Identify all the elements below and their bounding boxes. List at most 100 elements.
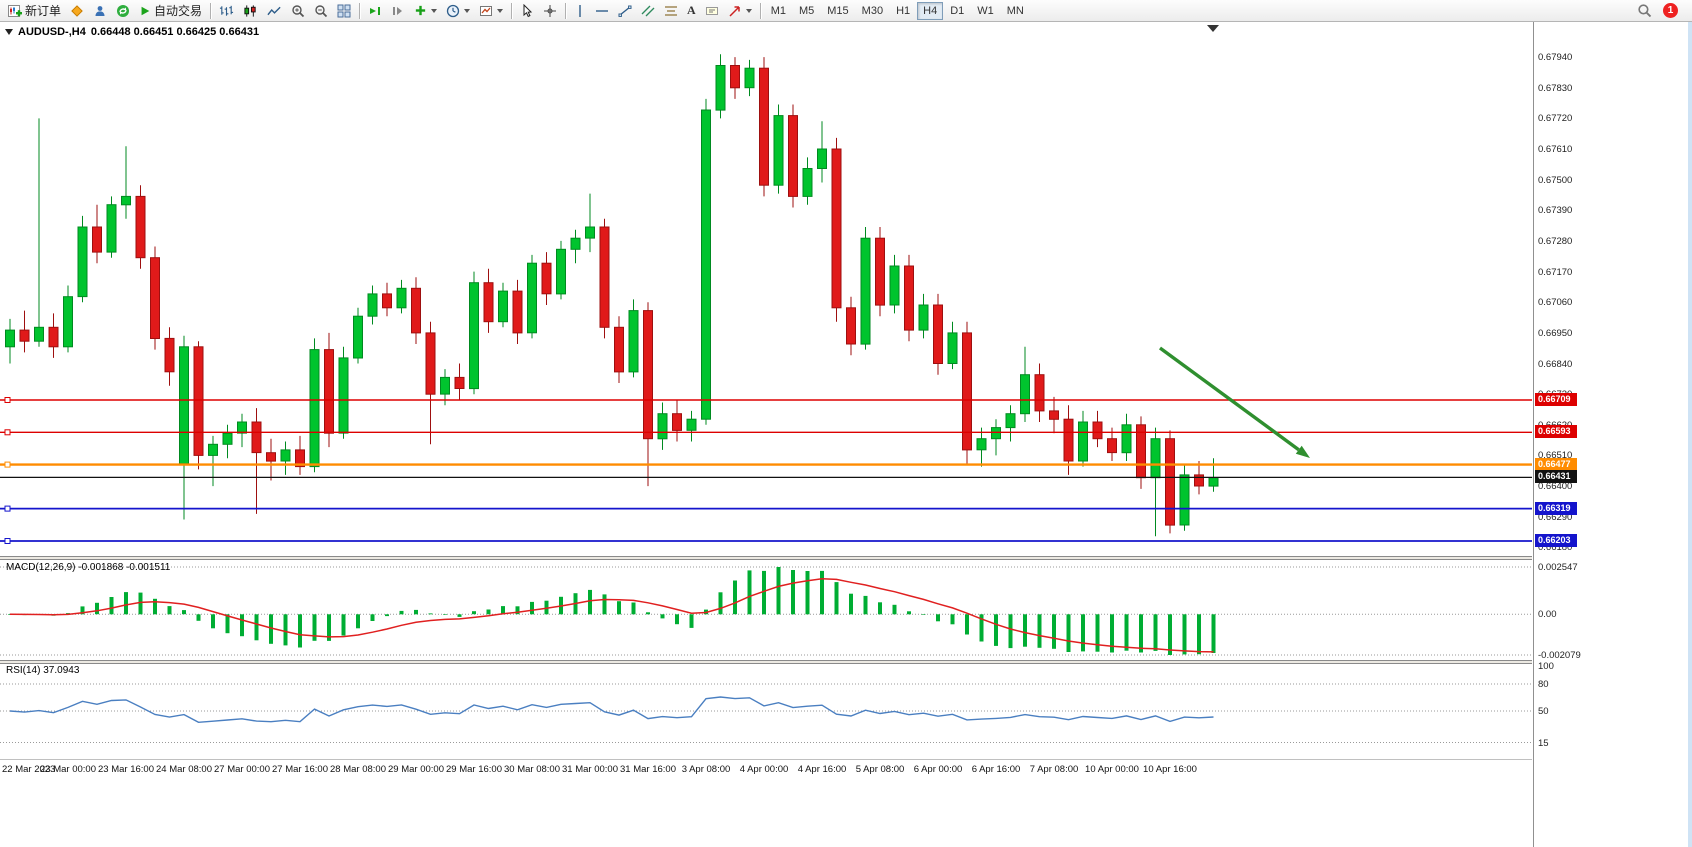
candlestick-chart-button[interactable]	[239, 1, 262, 21]
auto-scroll-icon	[368, 4, 382, 18]
chart-shift-icon	[391, 4, 405, 18]
channel-tool-button[interactable]	[637, 1, 659, 21]
price-chart-svg[interactable]	[0, 22, 1532, 762]
time-axis-label: 31 Mar 00:00	[562, 764, 618, 775]
line-chart-icon	[267, 4, 282, 18]
price-axis-label: 0.67830	[1538, 82, 1573, 94]
new-order-button[interactable]: 新订单	[4, 1, 65, 21]
line-chart-button[interactable]	[263, 1, 286, 21]
add-indicator-icon	[414, 4, 427, 17]
horizontal-line-icon	[595, 4, 609, 18]
horizontal-line-tool-button[interactable]	[591, 1, 613, 21]
notification-badge[interactable]: 1	[1663, 3, 1678, 18]
price-axis-label: 0.67390	[1538, 205, 1573, 217]
auto-trading-label: 自动交易	[154, 4, 203, 18]
arrows-tool-button[interactable]	[724, 1, 756, 21]
trendline-icon	[618, 4, 632, 18]
time-axis-label: 4 Apr 16:00	[797, 764, 847, 775]
bar-chart-button[interactable]	[215, 1, 238, 21]
chevron-down-icon	[745, 8, 752, 13]
timeframe-toolbar: M1 M5 M15 M30 H1 H4 D1 W1 MN	[765, 1, 1030, 20]
equidistant-channel-icon	[641, 4, 655, 18]
clock-icon	[446, 4, 460, 18]
toolbar-separator	[359, 2, 361, 19]
templates-button[interactable]	[475, 1, 507, 21]
zoom-out-icon	[314, 4, 328, 18]
auto-trading-button[interactable]: 自动交易	[135, 1, 206, 21]
timeframe-W1[interactable]: W1	[971, 2, 1000, 20]
price-axis-label: 0.67280	[1538, 235, 1573, 247]
time-axis-label: 24 Mar 08:00	[156, 764, 212, 775]
chevron-down-icon	[431, 8, 438, 13]
arrow-shape-icon	[728, 4, 742, 18]
tile-windows-icon	[337, 4, 351, 18]
macd-axis-label: 0.002547	[1538, 562, 1578, 573]
timeframe-M5[interactable]: M5	[793, 2, 820, 20]
time-axis-label: 28 Mar 08:00	[330, 764, 386, 775]
cursor-button[interactable]	[516, 1, 538, 21]
vertical-line-tool-button[interactable]	[570, 1, 590, 21]
window-scrollbar[interactable]	[1688, 22, 1692, 847]
time-axis-label: 31 Mar 16:00	[620, 764, 676, 775]
time-axis-label: 3 Apr 08:00	[681, 764, 731, 775]
price-axis-label: 0.66510	[1538, 450, 1573, 462]
chart-menu-icon[interactable]	[5, 29, 13, 35]
timeframe-D1[interactable]: D1	[944, 2, 970, 20]
auto-scroll-button[interactable]	[364, 1, 386, 21]
timeframe-M30[interactable]: M30	[856, 2, 889, 20]
chart-ohlc-values: 0.66448 0.66451 0.66425 0.66431	[90, 26, 260, 38]
time-axis-label: 23 Mar 16:00	[98, 764, 154, 775]
time-axis-label: 4 Apr 00:00	[739, 764, 789, 775]
price-axis: 0.67940 0.67830 0.67720 0.67610 0.67500 0.673…	[1533, 22, 1688, 847]
cursor-icon	[520, 3, 534, 18]
chart-symbol-label: AUDUSD-,H4	[18, 26, 86, 38]
macd-indicator-label: MACD(12,26,9) -0.001868 -0.001511	[6, 562, 171, 573]
chevron-down-icon	[464, 8, 471, 13]
price-axis-label: 0.67500	[1538, 174, 1573, 186]
periods-button[interactable]	[442, 1, 474, 21]
new-order-label: 新订单	[25, 4, 62, 18]
indicators-button[interactable]	[410, 1, 441, 21]
hline-price-tag: 0.66477	[1535, 457, 1577, 471]
time-axis-label: 27 Mar 00:00	[214, 764, 270, 775]
time-axis-label: 29 Mar 00:00	[388, 764, 444, 775]
candlestick-icon	[243, 4, 258, 18]
search-icon	[1637, 3, 1652, 18]
tile-windows-button[interactable]	[333, 1, 355, 21]
timeframe-H4[interactable]: H4	[917, 1, 944, 20]
time-axis: 22 Mar 2023 23 Mar 00:00 23 Mar 16:00 24 Ma…	[0, 760, 1532, 780]
zoom-out-button[interactable]	[310, 1, 332, 21]
rsi-axis-label: 100	[1538, 661, 1554, 672]
text-label-tool-button[interactable]	[701, 1, 723, 21]
toolbar-separator	[210, 2, 212, 19]
profile-button[interactable]	[89, 1, 111, 21]
text-icon: A	[687, 3, 696, 17]
text-label-icon	[705, 4, 719, 18]
auto-trading-icon	[139, 5, 151, 17]
chart-shift-button[interactable]	[387, 1, 409, 21]
timeframe-MN[interactable]: MN	[1001, 2, 1030, 20]
fibonacci-tool-button[interactable]	[660, 1, 682, 21]
time-axis-label: 5 Apr 08:00	[855, 764, 905, 775]
zoom-in-button[interactable]	[287, 1, 309, 21]
rsi-axis-label: 15	[1538, 737, 1549, 749]
search-button[interactable]	[1633, 1, 1656, 21]
price-axis-label: 0.67720	[1538, 113, 1573, 125]
timeframe-H1[interactable]: H1	[890, 2, 916, 20]
signals-button[interactable]	[112, 1, 134, 21]
timeframe-M1[interactable]: M1	[765, 2, 792, 20]
macd-axis-label: 0.00	[1538, 609, 1557, 621]
trendline-tool-button[interactable]	[614, 1, 636, 21]
zoom-in-icon	[291, 4, 305, 18]
rsi-axis-label: 50	[1538, 706, 1549, 717]
time-axis-label: 10 Apr 16:00	[1143, 764, 1197, 775]
hline-price-tag: 0.66319	[1535, 501, 1577, 515]
time-axis-label: 30 Mar 08:00	[504, 764, 560, 775]
text-tool-button[interactable]: A	[683, 1, 700, 21]
mql-community-button[interactable]	[66, 1, 88, 21]
timeframe-M15[interactable]: M15	[821, 2, 854, 20]
price-axis-label: 0.66400	[1538, 481, 1573, 493]
crosshair-button[interactable]	[539, 1, 561, 21]
price-axis-label: 0.67170	[1538, 266, 1573, 278]
